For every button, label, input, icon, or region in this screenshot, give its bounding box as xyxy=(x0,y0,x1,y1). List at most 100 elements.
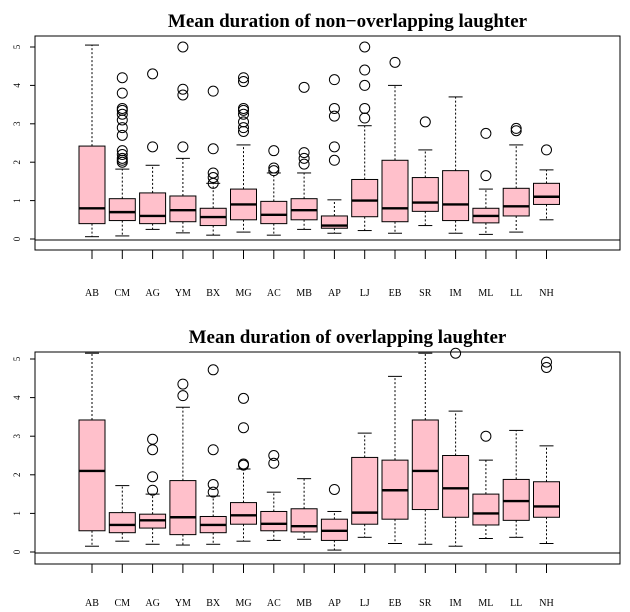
panel-2-mg-box xyxy=(230,502,257,525)
panel-2-mg-outlier-point xyxy=(238,392,249,404)
panel-2-cm-box xyxy=(108,512,136,534)
panel-2-im-outlier-point xyxy=(450,347,462,359)
panel-2-ab-box xyxy=(78,419,106,532)
panel-2-ytick-label: 5 xyxy=(12,356,22,361)
panel-1-im-box xyxy=(442,170,470,222)
panel-1-lj-outlier-point xyxy=(359,41,371,53)
panel-1-cm-outlier-point xyxy=(116,102,128,114)
panel-2-mg-outlier-point xyxy=(238,422,249,434)
panel-1-cm-outlier-point xyxy=(116,145,128,157)
panel-1-lj-outlier-point xyxy=(359,79,371,91)
panel-1-ytick-label: 5 xyxy=(12,44,22,49)
panel-2-title: Mean duration of overlapping laughter xyxy=(189,327,507,348)
panel-2-xtick-label-im: IM xyxy=(449,598,461,609)
panel-1-ap-outlier-point xyxy=(328,74,340,86)
panel-1-mb-outlier-point xyxy=(298,158,310,170)
panel-1-cm-outlier-point xyxy=(116,152,128,164)
panel-2-xtick-label-nh: NH xyxy=(539,598,553,609)
panel-1-ytick-label: 0 xyxy=(12,236,22,241)
panel-2-xtick-label-ap: AP xyxy=(328,598,341,609)
panel-2-lj-box xyxy=(351,456,379,525)
panel-2-xtick-label-ll: LL xyxy=(510,598,522,609)
panel-1-cm-outlier-point xyxy=(116,149,128,161)
panel-2-im-box xyxy=(442,455,470,518)
panel-1-ll-box xyxy=(502,187,530,217)
panel-1-cm-outlier-point xyxy=(116,114,128,126)
panel-2-xtick-label-ac: AC xyxy=(267,598,281,609)
panel-1-cm-outlier-point xyxy=(116,108,128,120)
panel-1-title: Mean duration of non−overlapping laughte… xyxy=(168,11,528,32)
panel-2-ym-box xyxy=(169,480,197,536)
panel-1-ym-outlier-point xyxy=(177,89,189,101)
panel-1-ll-outlier-point xyxy=(510,122,522,134)
panel-1-ym-outlier-point xyxy=(177,141,189,153)
panel-2-ag-outlier-point xyxy=(147,471,159,483)
panel-1-xtick-label-sr: SR xyxy=(419,288,432,299)
panel-2-ym-outlier-point xyxy=(177,390,189,402)
panel-2-ytick-label: 4 xyxy=(12,395,22,400)
panel-2-bx-outlier-point xyxy=(207,444,219,456)
panel-2-ytick-label: 0 xyxy=(12,549,22,554)
panel-1-sr-box xyxy=(411,177,439,212)
panel-1-mg-outlier-point xyxy=(238,102,249,114)
panel-2-mb-box xyxy=(290,508,318,533)
panel-2-nh-outlier-point xyxy=(541,356,552,368)
panel-2-ml-outlier-point xyxy=(480,430,492,442)
panel-1-ac-outlier-point xyxy=(268,145,280,157)
panel-1-ytick-label: 4 xyxy=(12,83,22,88)
panel-2-ag-outlier-point xyxy=(147,444,159,456)
panel-1-ytick-label: 1 xyxy=(12,198,22,203)
panel-1-mb-outlier-point xyxy=(298,147,310,159)
panel-1-cm-box xyxy=(108,198,136,222)
panel-2-plot-frame xyxy=(34,351,621,565)
panel-1-xtick-label-ym: YM xyxy=(175,288,191,299)
panel-1-ml-outlier-point xyxy=(480,127,492,139)
panel-1-ym-outlier-point xyxy=(177,41,189,53)
panel-1-plot-frame xyxy=(34,35,621,251)
panel-1-xtick-label-ap: AP xyxy=(328,288,341,299)
panel-2-xtick-label-lj: LJ xyxy=(360,598,370,609)
panel-1-xtick-label-ll: LL xyxy=(510,288,522,299)
panel-1-bx-outlier-point xyxy=(207,172,219,184)
panel-1-cm-outlier-point xyxy=(116,122,128,134)
panel-1-nh-outlier-point xyxy=(541,144,552,156)
panel-2-bx-outlier-point xyxy=(207,364,219,376)
panel-1-cm-outlier-point xyxy=(116,87,128,99)
panel-2-ytick-label: 2 xyxy=(12,473,22,478)
panel-1-ym-outlier-point xyxy=(177,83,189,95)
panel-1-mg-outlier-point xyxy=(238,108,249,120)
panel-1-mg-outlier-point xyxy=(238,122,249,134)
panel-2-sr-box xyxy=(411,419,439,511)
panel-2-ac-outlier-point xyxy=(268,450,280,461)
panel-2-xtick-label-ml: ML xyxy=(478,598,493,609)
panel-2-xtick-label-ym: YM xyxy=(175,598,191,609)
panel-1-bx-outlier-point xyxy=(207,143,219,155)
panel-1-ag-outlier-point xyxy=(147,141,159,153)
panel-2-ac-outlier-point xyxy=(268,457,280,469)
panel-1-ap-outlier-point xyxy=(328,110,340,122)
panel-1-bx-outlier-point xyxy=(207,167,219,179)
panel-1-ap-outlier-point xyxy=(328,102,340,114)
panel-1-ag-box xyxy=(139,192,167,225)
panel-1-mb-outlier-point xyxy=(298,81,310,93)
panel-1-ytick-label: 2 xyxy=(12,160,22,165)
panel-2-ag-outlier-point xyxy=(147,484,159,496)
panel-1-xtick-label-bx: BX xyxy=(206,288,221,299)
panel-2-xtick-label-bx: BX xyxy=(206,598,221,609)
panel-2-bx-outlier-point xyxy=(207,478,219,490)
panel-2-bx-outlier-point xyxy=(207,486,219,498)
panel-2-ml-box xyxy=(472,493,500,526)
panel-1-lj-outlier-point xyxy=(359,112,371,124)
panel-1-ac-box xyxy=(260,200,288,225)
panel-1-mg-outlier-point xyxy=(238,116,249,128)
panel-1-ml-outlier-point xyxy=(480,170,492,182)
panel-1-ac-outlier-point xyxy=(268,165,280,177)
panel-1-eb-box xyxy=(381,159,409,223)
panel-1-xtick-label-ml: ML xyxy=(478,288,493,299)
panel-1-xtick-label-mb: MB xyxy=(296,288,312,299)
panel-2-ytick-label: 3 xyxy=(12,433,22,438)
panel-1-ll-outlier-point xyxy=(510,125,522,137)
panel-1-cm-outlier-point xyxy=(116,72,128,84)
panel-1-xtick-label-lj: LJ xyxy=(360,288,370,299)
